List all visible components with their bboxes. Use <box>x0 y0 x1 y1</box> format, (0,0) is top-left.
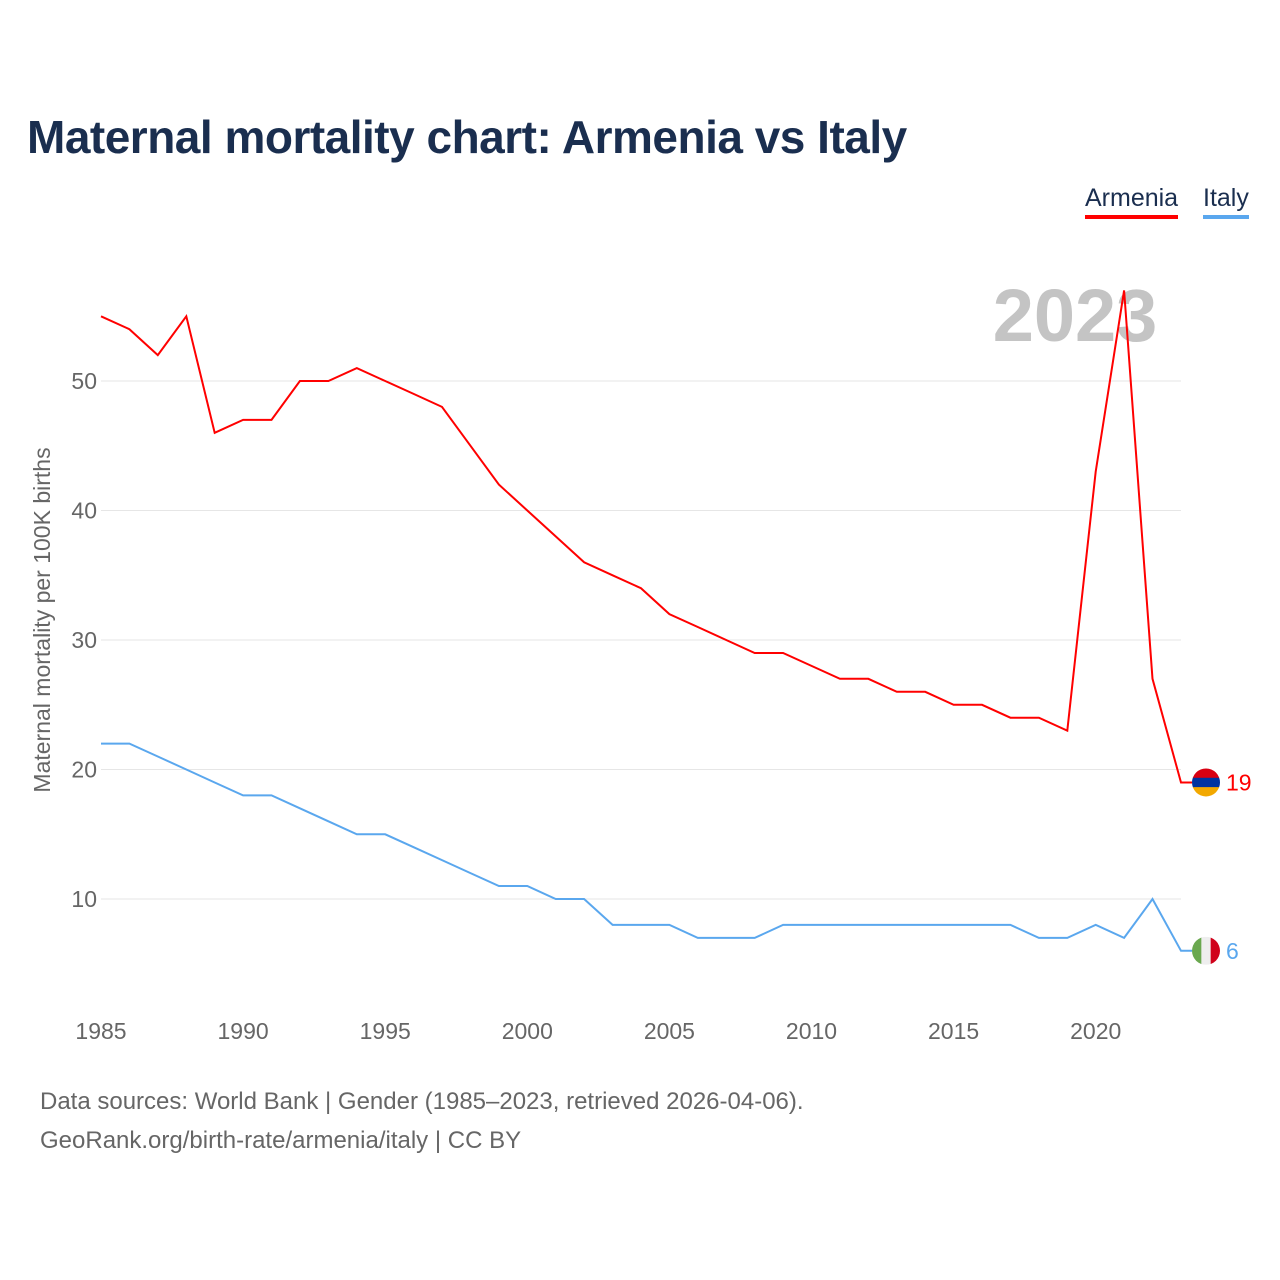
x-tick-label: 1985 <box>75 1018 126 1044</box>
chart-title: Maternal mortality chart: Armenia vs Ita… <box>27 111 907 163</box>
x-tick-label: 2005 <box>644 1018 695 1044</box>
y-axis-label: Maternal mortality per 100K births <box>29 447 55 792</box>
series-line-armenia <box>100 290 1192 784</box>
x-tick-label: 2015 <box>928 1018 979 1044</box>
end-value-label: 6 <box>1226 938 1239 964</box>
y-tick-label: 30 <box>71 627 97 653</box>
footer-link[interactable]: GeoRank.org/birth-rate/armenia/italy | C… <box>40 1127 522 1154</box>
x-tick-label: 1995 <box>360 1018 411 1044</box>
year-watermark: 2023 <box>993 274 1158 357</box>
italy-flag-icon <box>1192 936 1220 965</box>
y-tick-label: 50 <box>71 368 97 394</box>
legend-italy[interactable]: Italy <box>1203 184 1249 219</box>
y-tick-label: 10 <box>71 886 97 912</box>
x-tick-label: 1990 <box>218 1018 269 1044</box>
armenia-flag-icon <box>1192 768 1220 797</box>
end-value-label: 19 <box>1226 769 1252 795</box>
y-tick-label: 20 <box>71 757 97 783</box>
x-tick-label: 2000 <box>502 1018 553 1044</box>
y-tick-label: 40 <box>71 498 97 524</box>
series-line-italy <box>101 742 1192 952</box>
footer-sources: Data sources: World Bank | Gender (1985–… <box>40 1088 804 1115</box>
x-tick-label: 2020 <box>1070 1018 1121 1044</box>
x-tick-label: 2010 <box>786 1018 837 1044</box>
legend-armenia[interactable]: Armenia <box>1085 184 1179 219</box>
